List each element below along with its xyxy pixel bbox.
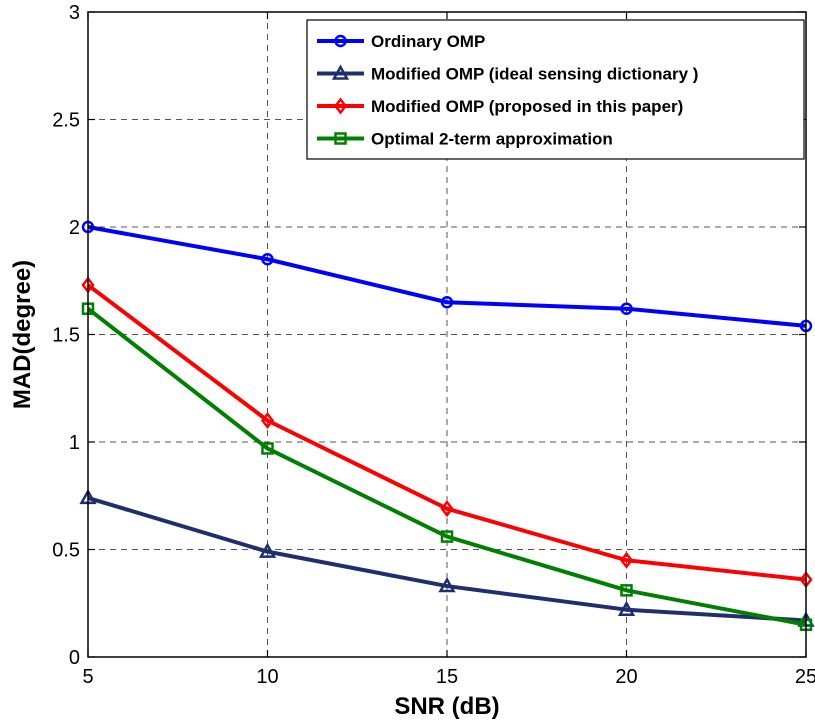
y-tick-label: 1.5	[52, 325, 80, 347]
data-point	[619, 551, 634, 569]
legend-box	[306, 19, 805, 160]
legend-marker	[333, 97, 348, 115]
data-point	[440, 500, 454, 518]
series-line	[87, 225, 807, 328]
y-tick-label: 3	[69, 2, 80, 24]
series-1	[79, 488, 815, 627]
legend-label: Ordinary OMP	[371, 32, 485, 51]
ticks: 5 10 15 20 25 0 0.5 1 1.5 2 2.5 3	[52, 2, 815, 688]
x-tick-label: 25	[795, 666, 815, 688]
legend-item: Modified OMP (proposed in this paper)	[317, 97, 683, 116]
data-point	[617, 600, 636, 616]
legend-label: Modified OMP (ideal sensing dictionary )	[371, 65, 698, 84]
data-point	[440, 296, 454, 309]
data-point	[260, 411, 275, 430]
y-tick-label: 1	[69, 432, 80, 454]
legend-item: Modified OMP (ideal sensing dictionary )	[317, 64, 698, 84]
legend-label: Modified OMP (proposed in this paper)	[371, 97, 683, 116]
x-tick-label: 15	[436, 666, 458, 688]
legend-marker	[334, 34, 347, 48]
x-tick-label: 5	[82, 666, 93, 688]
legend-label: Optimal 2-term approximation	[371, 130, 613, 149]
data-point	[620, 584, 633, 597]
data-point	[258, 542, 277, 558]
y-tick-label: 0	[69, 647, 80, 669]
data-point	[438, 577, 456, 593]
series-layer	[79, 220, 815, 631]
series-line	[86, 307, 807, 627]
data-point	[261, 253, 274, 266]
y-tick-label: 2	[69, 217, 80, 239]
series-line	[86, 283, 807, 582]
legend: Ordinary OMP Modified OMP (ideal sensing …	[306, 19, 805, 160]
x-axis-label: SNR (dB)	[394, 693, 499, 720]
data-point	[261, 442, 274, 455]
legend-marker	[331, 64, 350, 80]
y-axis-label: MAD(degree)	[9, 260, 36, 409]
data-point	[440, 530, 454, 543]
series-line	[87, 495, 807, 623]
y-tick-label: 0.5	[52, 540, 80, 562]
legend-marker	[334, 132, 347, 145]
y-tick-label: 2.5	[52, 110, 80, 132]
x-tick-label: 10	[256, 666, 278, 688]
legend-item: Ordinary OMP	[317, 32, 485, 51]
data-point	[620, 302, 633, 315]
x-tick-label: 20	[615, 666, 637, 688]
legend-item: Optimal 2-term approximation	[317, 130, 613, 149]
